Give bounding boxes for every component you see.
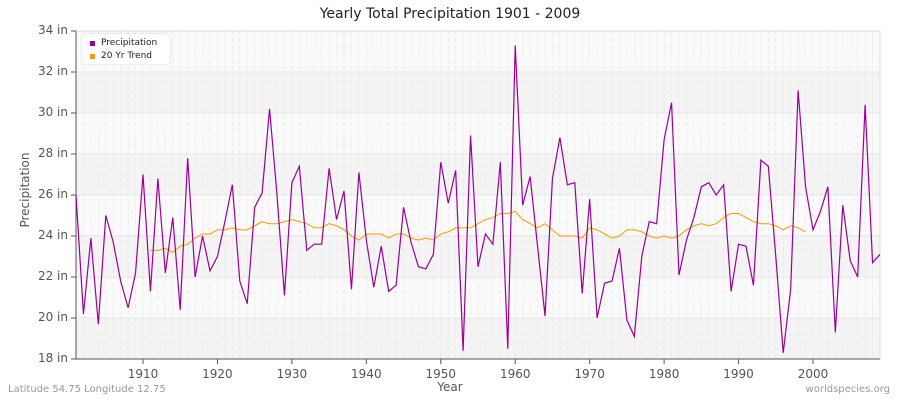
- y-tick-label: 26 in: [37, 187, 68, 201]
- legend-swatch-icon: [90, 40, 95, 46]
- y-tick-label: 28 in: [37, 146, 68, 160]
- legend-swatch-icon: [90, 53, 95, 59]
- y-tick-label: 18 in: [37, 351, 68, 365]
- chart-title: Yearly Total Precipitation 1901 - 2009: [319, 6, 581, 22]
- y-tick-label: 20 in: [37, 310, 68, 324]
- x-axis-title: Year: [437, 380, 463, 394]
- x-tick-label: 1980: [648, 367, 680, 381]
- precipitation-line: [75, 45, 881, 353]
- y-tick-label: 32 in: [37, 64, 68, 78]
- footer-source: worldspecies.org: [805, 384, 890, 395]
- legend-item-trend: 20 Yr Trend: [90, 51, 152, 61]
- x-tick-label: 2000: [797, 367, 829, 381]
- y-tick-label: 22 in: [37, 269, 68, 283]
- x-tick-label: 1970: [574, 367, 605, 381]
- y-tick-label: 34 in: [37, 23, 68, 37]
- x-tick-label: 1910: [127, 367, 159, 381]
- x-tick-label: 1930: [276, 367, 308, 381]
- x-tick-label: 1950: [425, 367, 457, 381]
- x-tick-label: 1960: [499, 367, 531, 381]
- x-tick-label: 1990: [723, 367, 754, 381]
- legend-label: Precipitation: [101, 38, 158, 48]
- x-tick-label: 1920: [202, 367, 233, 381]
- legend-label: 20 Yr Trend: [101, 51, 153, 61]
- legend: Precipitation 20 Yr Trend: [82, 34, 170, 64]
- footer-coordinates: Latitude 54.75 Longitude 12.75: [8, 384, 166, 395]
- x-tick-label: 1940: [351, 367, 382, 381]
- trend-line: [150, 210, 806, 254]
- y-tick-label: 24 in: [37, 228, 68, 242]
- y-axis-title: Precipitation: [18, 152, 32, 228]
- y-tick-label: 30 in: [37, 105, 68, 119]
- legend-item-precipitation: Precipitation: [90, 38, 157, 48]
